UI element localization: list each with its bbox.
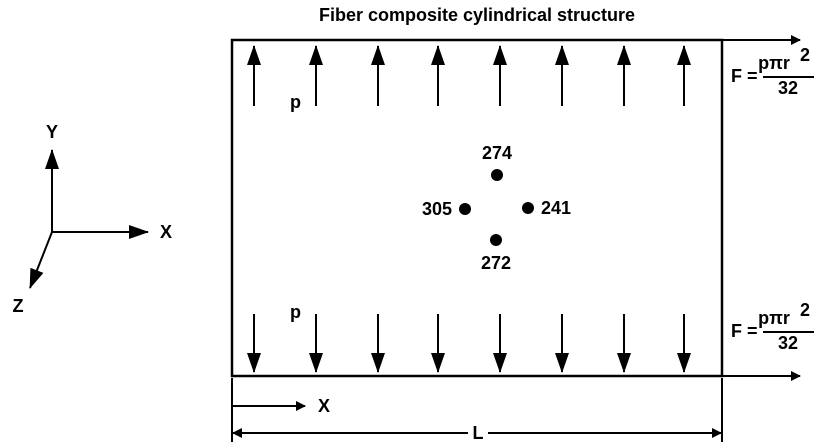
pressure-label: p [290, 92, 301, 112]
node-label: 272 [481, 253, 511, 273]
node-label: 274 [482, 143, 512, 163]
dimension-label: L [473, 423, 484, 443]
dimension-label: X [318, 396, 330, 416]
force-numerator: pπr [758, 308, 790, 328]
axis-label: X [160, 222, 172, 242]
force-lhs: F = [731, 321, 758, 341]
node-dot [491, 169, 503, 181]
axis-label: Y [46, 122, 58, 142]
node-label: 241 [541, 198, 571, 218]
force-numerator: pπr [758, 53, 790, 73]
node-dot [522, 202, 534, 214]
force-denominator: 32 [778, 78, 798, 98]
force-exponent: 2 [800, 45, 810, 65]
axis-label: Z [13, 296, 24, 316]
pressure-arrows [247, 45, 691, 373]
node-dot [490, 234, 502, 246]
title: Fiber composite cylindrical structure [319, 5, 635, 25]
node-dot [459, 203, 471, 215]
force-lhs: F = [731, 66, 758, 86]
pressure-label: p [290, 302, 301, 322]
force-exponent: 2 [800, 300, 810, 320]
coordinate-axes [29, 149, 149, 289]
node-label: 305 [422, 199, 452, 219]
force-denominator: 32 [778, 333, 798, 353]
structure-box [230, 38, 724, 378]
